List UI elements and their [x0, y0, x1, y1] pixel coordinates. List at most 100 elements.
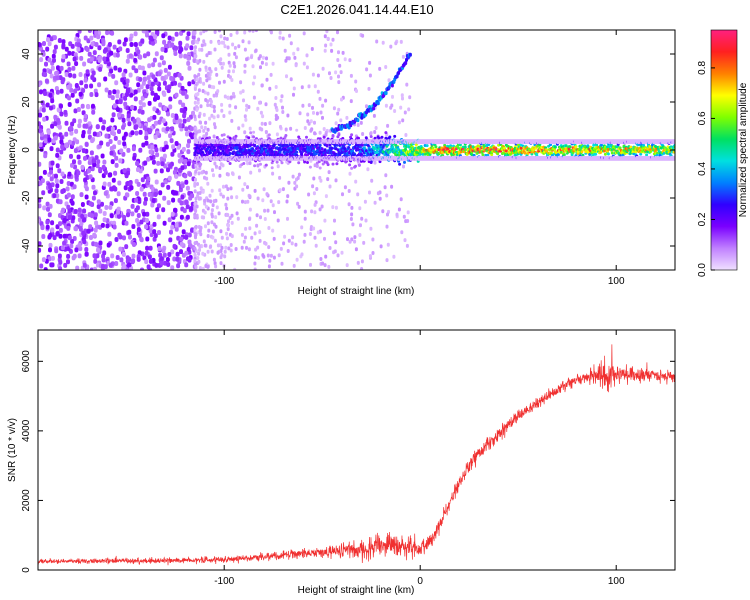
heatmap-cell — [86, 104, 91, 110]
heatmap-cell — [56, 65, 60, 71]
heatmap-cell — [206, 127, 210, 132]
heatmap-cell — [401, 118, 405, 123]
heatmap-cell — [129, 42, 134, 47]
heatmap-cell — [307, 192, 311, 197]
heatmap-cell — [58, 199, 63, 205]
heatmap-cell — [275, 108, 279, 112]
heatmap-cell — [318, 166, 322, 170]
heatmap-cell — [151, 74, 156, 80]
heatmap-cell — [213, 238, 217, 243]
heatmap-cell — [166, 200, 171, 206]
heatmap-cell — [82, 217, 86, 223]
heatmap-cell — [229, 248, 233, 253]
heatmap-cell — [223, 249, 227, 254]
heatmap-cell — [112, 44, 117, 50]
heatmap-cell — [228, 162, 232, 165]
heatmap-cell — [214, 224, 218, 229]
heatmap-cell — [145, 84, 150, 90]
heatmap-cell — [101, 257, 106, 263]
heatmap-cell — [81, 230, 86, 236]
heatmap-cell — [294, 63, 298, 68]
heatmap-cell — [50, 262, 55, 268]
heatmap-cell — [120, 77, 125, 83]
heatmap-cell — [258, 230, 262, 235]
heatmap-cell — [83, 77, 88, 83]
heatmap-cell — [162, 195, 167, 201]
heatmap-cell — [165, 126, 170, 132]
heatmap-cell — [360, 216, 364, 221]
heatmap-cell — [70, 162, 74, 168]
heatmap-cell — [132, 118, 137, 124]
heatmap-cell — [77, 207, 82, 213]
heatmap-cell — [118, 99, 123, 105]
spectrogram-cells — [38, 30, 675, 270]
heatmap-cell — [117, 112, 121, 118]
heatmap-cell — [434, 145, 438, 149]
heatmap-cell — [87, 30, 92, 33]
heatmap-cell — [156, 214, 161, 220]
heatmap-cell — [353, 153, 356, 157]
heatmap-cell — [88, 156, 93, 162]
heatmap-cell — [93, 227, 98, 233]
heatmap-cell — [212, 105, 216, 109]
heatmap-cell — [67, 50, 72, 56]
heatmap-cell — [193, 134, 197, 139]
heatmap-cell — [127, 229, 132, 235]
heatmap-cell — [238, 145, 242, 149]
heatmap-cell — [271, 228, 275, 233]
heatmap-cell — [275, 132, 279, 137]
heatmap-cell — [163, 67, 168, 73]
heatmap-cell — [107, 172, 112, 178]
heatmap-cell — [77, 217, 82, 223]
heatmap-cell — [174, 226, 179, 232]
heatmap-cell — [59, 149, 64, 155]
heatmap-cell — [188, 132, 193, 138]
heatmap-cell — [334, 240, 338, 245]
heatmap-cell — [208, 116, 212, 121]
heatmap-cell — [64, 142, 69, 148]
heatmap-cell — [307, 103, 311, 108]
heatmap-cell — [310, 209, 314, 214]
heatmap-cell — [266, 253, 270, 258]
heatmap-cell — [267, 264, 271, 269]
heatmap-cell — [127, 256, 132, 262]
heatmap-cell — [279, 136, 283, 140]
heatmap-cell — [207, 228, 211, 233]
heatmap-cell — [172, 256, 177, 262]
heatmap-cell — [356, 146, 359, 150]
heatmap-cell — [323, 263, 327, 268]
heatmap-cell — [339, 118, 343, 123]
heatmap-cell — [574, 145, 578, 149]
heatmap-cell — [61, 39, 66, 45]
heatmap-cell — [347, 202, 351, 207]
heatmap-cell — [182, 208, 187, 214]
heatmap-cell — [93, 241, 98, 247]
heatmap-cell — [385, 193, 389, 198]
heatmap-cell — [74, 61, 79, 67]
heatmap-cell — [375, 151, 379, 154]
heatmap-cell — [161, 248, 166, 254]
heatmap-cell — [200, 47, 204, 52]
heatmap-cell — [405, 82, 409, 87]
heatmap-cell — [206, 234, 210, 238]
heatmap-cell — [425, 144, 429, 148]
heatmap-cell — [202, 134, 206, 139]
heatmap-cell — [195, 107, 199, 112]
heatmap-cell — [57, 38, 62, 43]
heatmap-cell — [91, 184, 96, 190]
heatmap-cell — [296, 201, 300, 206]
heatmap-cell — [256, 106, 260, 111]
heatmap-cell — [259, 65, 262, 70]
heatmap-cell — [55, 147, 60, 153]
heatmap-cell — [291, 235, 295, 240]
heatmap-cell — [326, 36, 330, 41]
heatmap-cell — [310, 47, 314, 51]
heatmap-cell — [47, 212, 52, 218]
heatmap-cell — [171, 197, 176, 203]
heatmap-cell — [337, 74, 340, 79]
heatmap-cell — [87, 168, 91, 174]
heatmap-cell — [144, 140, 149, 146]
heatmap-cell — [142, 255, 147, 261]
heatmap-cell — [90, 166, 95, 172]
heatmap-cell — [93, 212, 98, 218]
